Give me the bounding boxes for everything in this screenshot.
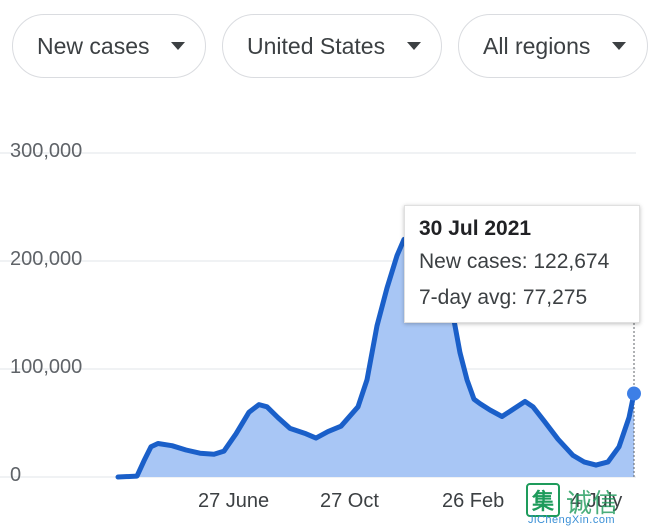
cases-chart[interactable]: 0 100,000 200,000 300,000 27 June 27 Oct 26 F… bbox=[0, 95, 650, 527]
watermark: 集 诚信 JiChengXin.com bbox=[526, 481, 646, 527]
tooltip-new-cases: New cases: 122,674 bbox=[419, 250, 610, 273]
watermark-logo-text: 集 bbox=[531, 489, 554, 514]
tooltip-seven-day-avg: 7-day avg: 77,275 bbox=[419, 286, 588, 309]
x-tick-label: 27 Oct bbox=[320, 490, 379, 512]
hover-point bbox=[627, 386, 641, 401]
region-dropdown-label: All regions bbox=[483, 32, 591, 59]
watermark-logo: 集 bbox=[526, 483, 560, 517]
chart-tooltip: 30 Jul 2021 New cases: 122,674 7-day avg… bbox=[404, 205, 640, 323]
x-tick-label: 4 July bbox=[570, 490, 623, 512]
metric-dropdown-label: New cases bbox=[37, 32, 150, 59]
y-tick-label: 100,000 bbox=[10, 356, 83, 378]
y-tick-label: 200,000 bbox=[10, 248, 83, 270]
y-tick-label: 300,000 bbox=[10, 140, 83, 162]
chevron-down-icon bbox=[612, 42, 627, 50]
filter-bar: New cases United States All regions bbox=[12, 14, 648, 82]
chevron-down-icon bbox=[407, 42, 422, 50]
metric-dropdown[interactable]: New cases bbox=[12, 14, 206, 78]
x-tick-label: 26 Feb bbox=[442, 490, 505, 512]
x-tick-label: 27 June bbox=[198, 490, 270, 512]
country-dropdown[interactable]: United States bbox=[222, 14, 442, 78]
region-dropdown[interactable]: All regions bbox=[458, 14, 648, 78]
watermark-url: JiChengXin.com bbox=[528, 514, 616, 526]
tooltip-date: 30 Jul 2021 bbox=[419, 217, 532, 240]
y-tick-label: 0 bbox=[10, 464, 22, 486]
chevron-down-icon bbox=[171, 42, 186, 50]
watermark-cjk-text: 诚信 bbox=[566, 489, 619, 519]
country-dropdown-label: United States bbox=[247, 32, 386, 59]
